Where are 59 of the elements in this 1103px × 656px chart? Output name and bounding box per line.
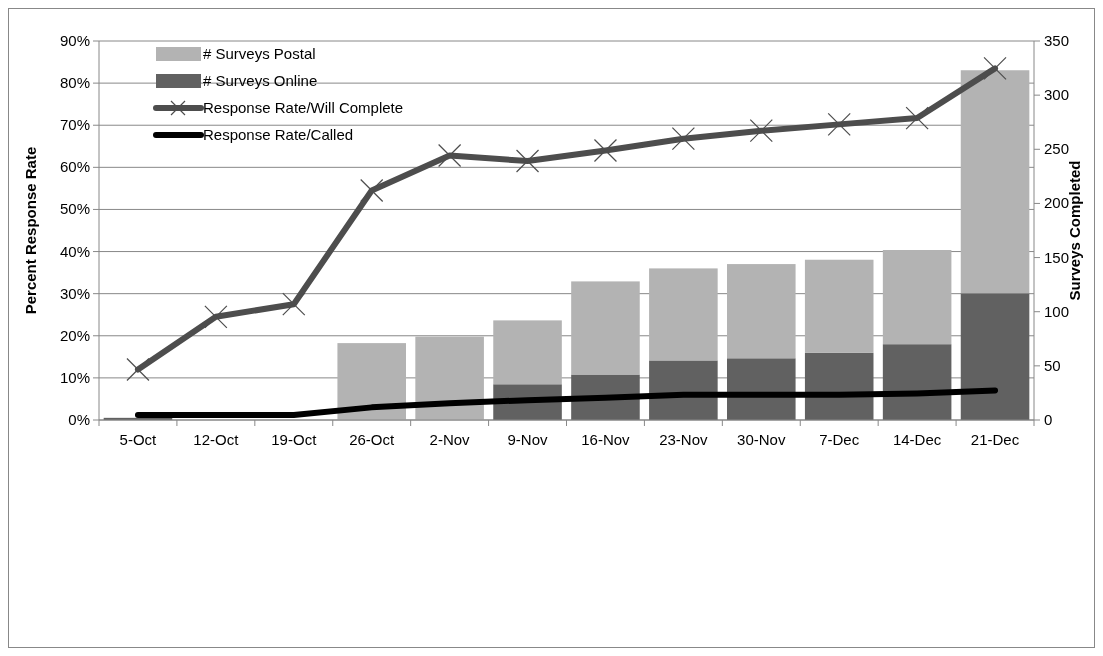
- point: [438, 143, 462, 168]
- x-tick-label: 21-Dec: [970, 431, 1020, 448]
- y-axis-title: Percent Response Rate: [22, 146, 39, 315]
- point: [360, 178, 384, 203]
- point: [593, 138, 618, 163]
- x-tick-label: 12-Oct: [193, 431, 240, 448]
- y2-tick-label: 50: [1044, 356, 1061, 374]
- point: [905, 106, 929, 130]
- bar: [882, 344, 952, 420]
- bar: [960, 293, 1030, 420]
- legend-label: # Surveys Online: [203, 72, 318, 89]
- bar: [415, 336, 484, 420]
- point: [204, 305, 228, 329]
- bar: [571, 281, 640, 375]
- x-tick-label: 19-Oct: [271, 431, 318, 448]
- point: [827, 112, 851, 136]
- x-tick-label: 14-Dec: [892, 431, 942, 448]
- x-tick-label: 23-Nov: [659, 431, 709, 448]
- x-tick-label: 16-Nov: [581, 431, 631, 448]
- y2-tick-label: 200: [1044, 194, 1070, 212]
- point: [749, 119, 773, 143]
- y-tick-label: 70%: [59, 116, 90, 134]
- legend-label: # Surveys Postal: [203, 45, 316, 62]
- legend-label: Response Rate/Will Complete: [203, 99, 404, 116]
- legend-label: Response Rate/Called: [203, 126, 354, 143]
- bar: [493, 320, 562, 385]
- y-tick-label: 20%: [59, 326, 90, 344]
- point: [671, 127, 695, 151]
- bar: [882, 249, 952, 345]
- y2-tick-label: 350: [1044, 32, 1070, 49]
- y-tick-label: 80%: [59, 74, 90, 92]
- x-tick-label: 2-Nov: [429, 431, 471, 448]
- x-tick-label: 5-Oct: [119, 431, 158, 448]
- bar: [804, 259, 874, 353]
- y-tick-label: 60%: [59, 158, 90, 176]
- y-tick-label: 30%: [59, 284, 90, 302]
- bar: [727, 358, 796, 420]
- bar: [649, 360, 718, 420]
- bar: [960, 70, 1030, 294]
- y2-tick-label: 100: [1044, 302, 1070, 320]
- y2-tick-label: 300: [1044, 86, 1070, 104]
- y2-tick-label: 0: [1044, 411, 1053, 428]
- y2-tick-label: 250: [1044, 140, 1070, 158]
- y-tick-label: 90%: [59, 32, 90, 49]
- y-tick-label: 0%: [68, 411, 90, 428]
- y-tick-label: 50%: [59, 200, 90, 218]
- x-tick-label: 30-Nov: [737, 431, 786, 448]
- bar: [649, 268, 718, 361]
- point: [126, 357, 150, 382]
- y-tick-label: 10%: [59, 368, 90, 386]
- point: [282, 292, 306, 316]
- x-tick-label: 26-Oct: [349, 431, 396, 448]
- x-tick-label: 9-Nov: [507, 431, 549, 448]
- point: [515, 149, 540, 173]
- bar: [337, 343, 406, 420]
- x-tick-label: 7-Dec: [819, 431, 860, 448]
- bar: [727, 264, 796, 359]
- y-tick-label: 40%: [59, 242, 90, 260]
- point: [983, 56, 1007, 80]
